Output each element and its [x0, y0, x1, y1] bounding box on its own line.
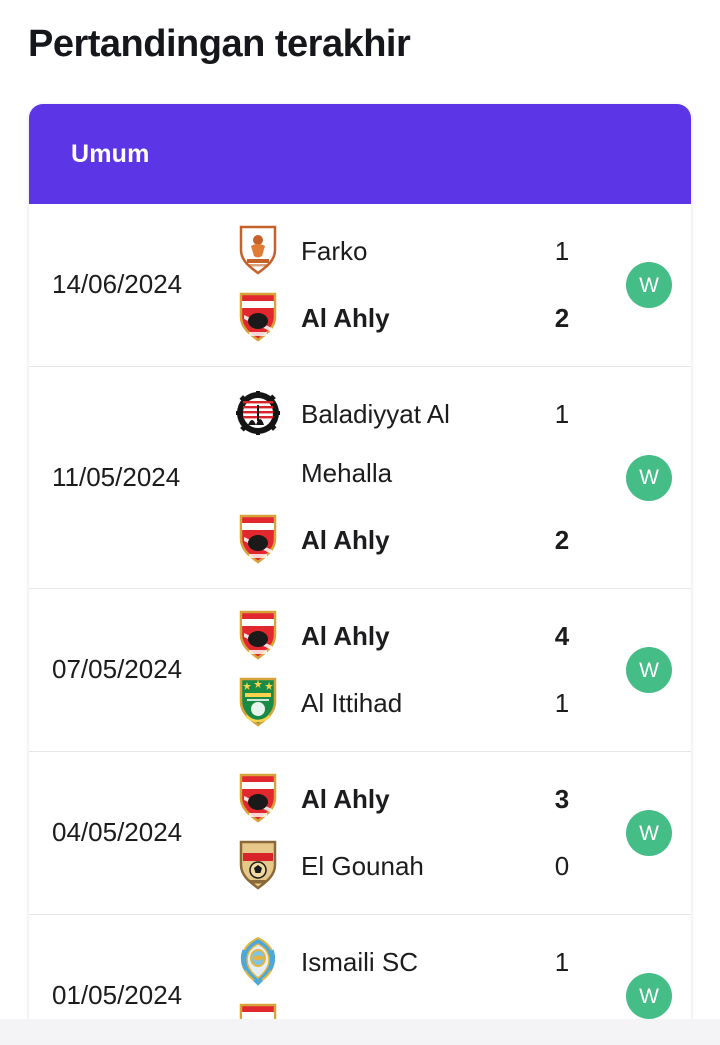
home-team-score: 1 — [554, 399, 570, 429]
el-gounah-crest — [235, 837, 281, 893]
ismaili-sc-crest — [235, 933, 281, 989]
match-list: 14/06/2024 Farko 1 Al Ahly 2 W 11/05/2024 — [29, 204, 691, 1045]
home-team-line: Ismaili SC 1 — [235, 933, 607, 992]
home-team-line: Baladiyyat Al Mehalla 1 — [235, 385, 607, 503]
home-team-line: Al Ahly 4 — [235, 607, 607, 666]
result-badge-cell: W — [607, 973, 691, 1019]
home-team-score: 1 — [554, 236, 570, 266]
result-badge: W — [626, 262, 672, 308]
home-team-name[interactable]: Farko — [301, 236, 368, 266]
match-date: 07/05/2024 — [52, 654, 183, 685]
result-badge: W — [626, 454, 672, 501]
result-badge-cell: W — [607, 454, 691, 501]
card-header-title: Umum — [71, 139, 150, 168]
result-badge: W — [626, 973, 672, 1019]
away-team-score: 2 — [554, 525, 570, 555]
home-team-name[interactable]: Al Ahly — [301, 784, 390, 814]
page-footer-background — [0, 1019, 720, 1045]
away-team-name[interactable]: Al Ittihad — [301, 688, 403, 718]
result-badge-cell: W — [607, 647, 691, 693]
away-team-name[interactable]: El Gounah — [301, 851, 424, 881]
result-badge-cell: W — [607, 810, 691, 856]
match-date: 04/05/2024 — [52, 817, 183, 848]
result-badge: W — [626, 810, 672, 856]
match-row[interactable]: 11/05/2024 Baladiyyat Al Mehalla 1 — [29, 367, 691, 589]
result-badge-cell: W — [607, 262, 691, 308]
match-row[interactable]: 07/05/2024 Al Ahly 4 Al Ittihad 1 W — [29, 589, 691, 752]
away-team-line: El Gounah 0 — [235, 837, 607, 896]
home-team-line: Farko 1 — [235, 222, 607, 281]
away-team-name[interactable]: Al Ahly — [301, 303, 390, 333]
home-team-score: 3 — [554, 784, 570, 814]
page-title: Pertandingan terakhir — [28, 23, 411, 65]
farko-crest — [235, 222, 281, 278]
away-team-line: Al Ahly 2 — [235, 511, 607, 570]
al-ahly-crest — [235, 511, 281, 567]
match-teams: Al Ahly 3 El Gounah 0 — [235, 770, 607, 896]
home-team-name[interactable]: Al Ahly — [301, 621, 390, 651]
away-team-name[interactable]: Al Ahly — [301, 525, 390, 555]
card-header: Umum — [29, 104, 691, 204]
match-date: 11/05/2024 — [52, 461, 181, 492]
away-team-line: Al Ahly 2 — [235, 289, 607, 348]
match-row[interactable]: 04/05/2024 Al Ahly 3 El Gounah 0 W — [29, 752, 691, 915]
match-date: 14/06/2024 — [52, 269, 183, 300]
home-team-score: 4 — [554, 621, 570, 651]
away-team-score: 0 — [554, 851, 570, 881]
match-teams: Farko 1 Al Ahly 2 — [235, 222, 607, 348]
match-teams: Baladiyyat Al Mehalla 1 Al Ahly 2 — [235, 385, 607, 570]
al-ahly-crest — [235, 289, 281, 345]
al-ahly-crest — [235, 770, 281, 826]
away-team-line: Al Ittihad 1 — [235, 674, 607, 733]
home-team-name[interactable]: Ismaili SC — [301, 947, 419, 977]
home-team-name[interactable]: Baladiyyat Al Mehalla — [301, 399, 450, 488]
last-matches-card: Umum 14/06/2024 Farko 1 Al Ahly 2 W 11/05/20… — [29, 104, 691, 1045]
result-badge: W — [626, 647, 672, 693]
away-team-score: 1 — [554, 688, 570, 718]
home-team-line: Al Ahly 3 — [235, 770, 607, 829]
home-team-score: 1 — [554, 947, 570, 977]
match-teams: Al Ahly 4 Al Ittihad 1 — [235, 607, 607, 733]
al-ittihad-crest — [235, 674, 281, 730]
match-row[interactable]: 14/06/2024 Farko 1 Al Ahly 2 W — [29, 204, 691, 367]
match-date: 01/05/2024 — [52, 980, 183, 1011]
al-ahly-crest — [235, 607, 281, 663]
baladiyyat-al-mehalla-crest — [235, 385, 281, 441]
away-team-score: 2 — [554, 303, 570, 333]
